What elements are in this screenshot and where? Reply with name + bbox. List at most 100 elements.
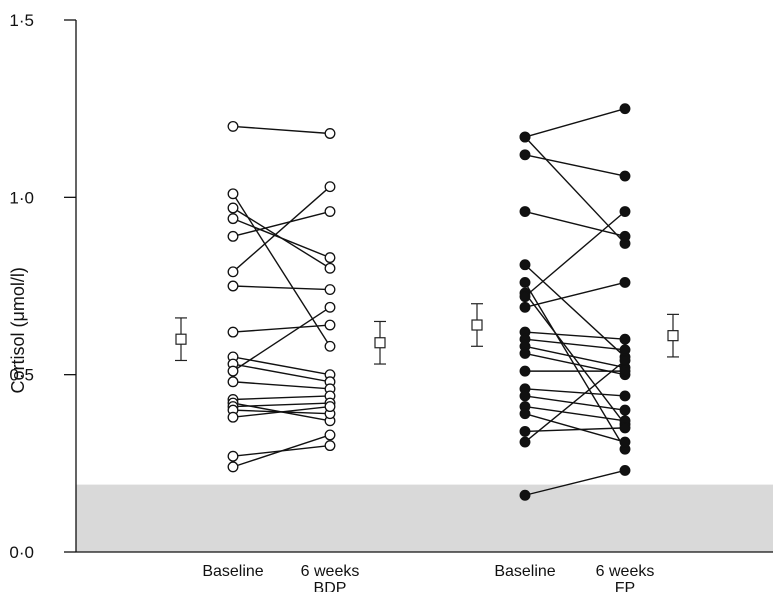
data-point <box>519 347 531 359</box>
pair-line <box>524 282 626 450</box>
data-point <box>227 411 239 423</box>
pair-line <box>524 405 626 422</box>
data-point <box>519 149 531 161</box>
data-point <box>519 489 531 501</box>
data-point <box>519 408 531 420</box>
pair-line <box>232 356 331 376</box>
data-point <box>619 365 631 377</box>
y-axis-label: Cortisol (μmol/l) <box>8 267 28 393</box>
data-point <box>619 355 631 366</box>
pair-line <box>524 338 626 351</box>
data-point <box>324 319 336 331</box>
mean-error-bars <box>175 303 679 365</box>
data-point <box>619 436 631 448</box>
data-point <box>619 344 631 356</box>
data-point <box>227 280 239 292</box>
pair-line <box>232 381 331 390</box>
x-label: Baseline <box>494 563 555 580</box>
pair-line <box>232 395 331 401</box>
pair-line <box>524 107 626 138</box>
data-point <box>619 206 631 217</box>
pair-line <box>524 345 626 369</box>
data-point <box>619 170 631 182</box>
y-tick-label: 1·0 <box>9 188 34 207</box>
data-point <box>227 461 239 473</box>
pair-line <box>232 306 331 372</box>
y-tick-label: 0·0 <box>9 543 34 562</box>
data-point <box>619 230 631 242</box>
data-point <box>227 326 239 338</box>
data-point <box>519 206 531 217</box>
data-point <box>619 277 631 288</box>
pair-line <box>524 395 626 411</box>
pair-line <box>524 264 626 358</box>
pair-line <box>232 217 331 259</box>
data-point <box>619 390 631 402</box>
data-point <box>619 422 631 434</box>
data-point <box>227 188 239 200</box>
pair-line <box>524 292 626 425</box>
data-point <box>227 376 239 388</box>
data-point <box>324 252 336 264</box>
data-point <box>324 128 336 139</box>
mean-marker <box>175 333 187 345</box>
pair-line <box>232 402 331 408</box>
y-tick-label: 1·5 <box>9 11 34 30</box>
pair-line <box>232 186 331 273</box>
data-point <box>519 365 531 377</box>
mean-marker <box>667 330 679 342</box>
pair-line <box>232 324 331 333</box>
pair-line <box>232 210 331 238</box>
data-point <box>324 401 336 413</box>
data-point <box>324 181 336 193</box>
pair-line <box>524 210 626 238</box>
x-label: 6 weeks <box>301 563 360 580</box>
data-point <box>324 340 336 352</box>
pair-line <box>524 388 626 397</box>
mean-marker <box>471 319 483 331</box>
pair-line <box>524 136 626 244</box>
data-point <box>324 440 336 452</box>
y-ticks: 0·0 0·5 1·0 1·5 <box>9 11 76 562</box>
normal-range-band <box>76 484 773 552</box>
pair-line <box>524 154 626 177</box>
data-point <box>324 284 336 295</box>
data-point <box>227 230 239 242</box>
pair-line <box>524 331 626 340</box>
data-point <box>227 202 239 214</box>
data-point <box>519 390 531 402</box>
data-point <box>227 450 239 462</box>
data-point <box>519 277 531 288</box>
data-point <box>227 365 239 377</box>
data-point <box>519 131 531 143</box>
data-point <box>519 425 531 437</box>
x-label: Baseline <box>202 563 263 580</box>
mean-marker <box>374 337 386 349</box>
data-point <box>519 259 531 271</box>
data-points <box>227 103 631 501</box>
x-label-group: BDP <box>314 580 347 592</box>
data-point <box>324 301 336 313</box>
data-point <box>619 404 631 416</box>
pair-line <box>524 427 626 433</box>
pair-line <box>524 469 626 496</box>
pair-line <box>232 434 331 468</box>
data-point <box>519 291 531 303</box>
data-point <box>324 206 336 217</box>
y-tick-label: 0·5 <box>9 366 34 385</box>
paired-lines <box>232 107 626 496</box>
data-point <box>619 464 631 476</box>
pair-line <box>524 359 626 443</box>
pair-line <box>232 405 331 418</box>
pair-line <box>524 281 626 308</box>
data-point <box>519 436 531 448</box>
data-point <box>619 103 631 115</box>
pair-line <box>524 413 626 443</box>
data-point <box>519 301 531 313</box>
pair-line <box>232 285 331 291</box>
data-point <box>227 266 239 278</box>
x-label: 6 weeks <box>596 563 655 580</box>
data-point <box>619 333 631 345</box>
